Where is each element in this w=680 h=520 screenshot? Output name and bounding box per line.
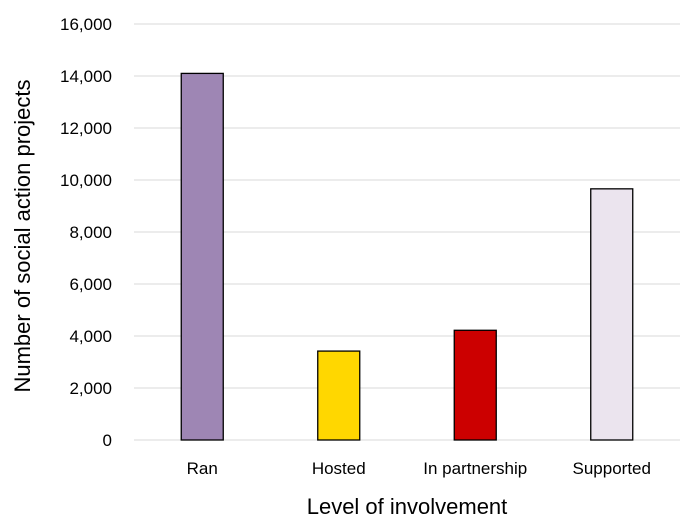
y-axis-title: Number of social action projects: [10, 79, 35, 392]
y-tick-label: 8,000: [69, 223, 112, 242]
y-tick-label: 16,000: [60, 15, 112, 34]
y-tick-label: 14,000: [60, 67, 112, 86]
x-axis-title: Level of involvement: [307, 494, 508, 519]
bar-supported: [590, 188, 634, 441]
bars: [180, 72, 634, 441]
bar-hosted: [317, 350, 361, 441]
y-tick-label: 0: [103, 431, 112, 450]
y-tick-label: 6,000: [69, 275, 112, 294]
gridlines: [134, 23, 680, 441]
x-tick-label: In partnership: [423, 459, 527, 478]
y-tick-label: 12,000: [60, 119, 112, 138]
y-tick-label: 4,000: [69, 327, 112, 346]
y-tick-labels: 0 2,000 4,000 6,000 8,000 10,000 12,000 14,000 1…: [60, 15, 112, 450]
y-tick-label: 2,000: [69, 379, 112, 398]
x-tick-label: Supported: [573, 459, 651, 478]
x-tick-label: Hosted: [312, 459, 366, 478]
bar-ran: [180, 72, 224, 441]
bar-in-partnership: [453, 329, 497, 441]
x-tick-labels: Ran Hosted In partnership Supported: [187, 459, 651, 478]
x-tick-label: Ran: [187, 459, 218, 478]
y-tick-label: 10,000: [60, 171, 112, 190]
